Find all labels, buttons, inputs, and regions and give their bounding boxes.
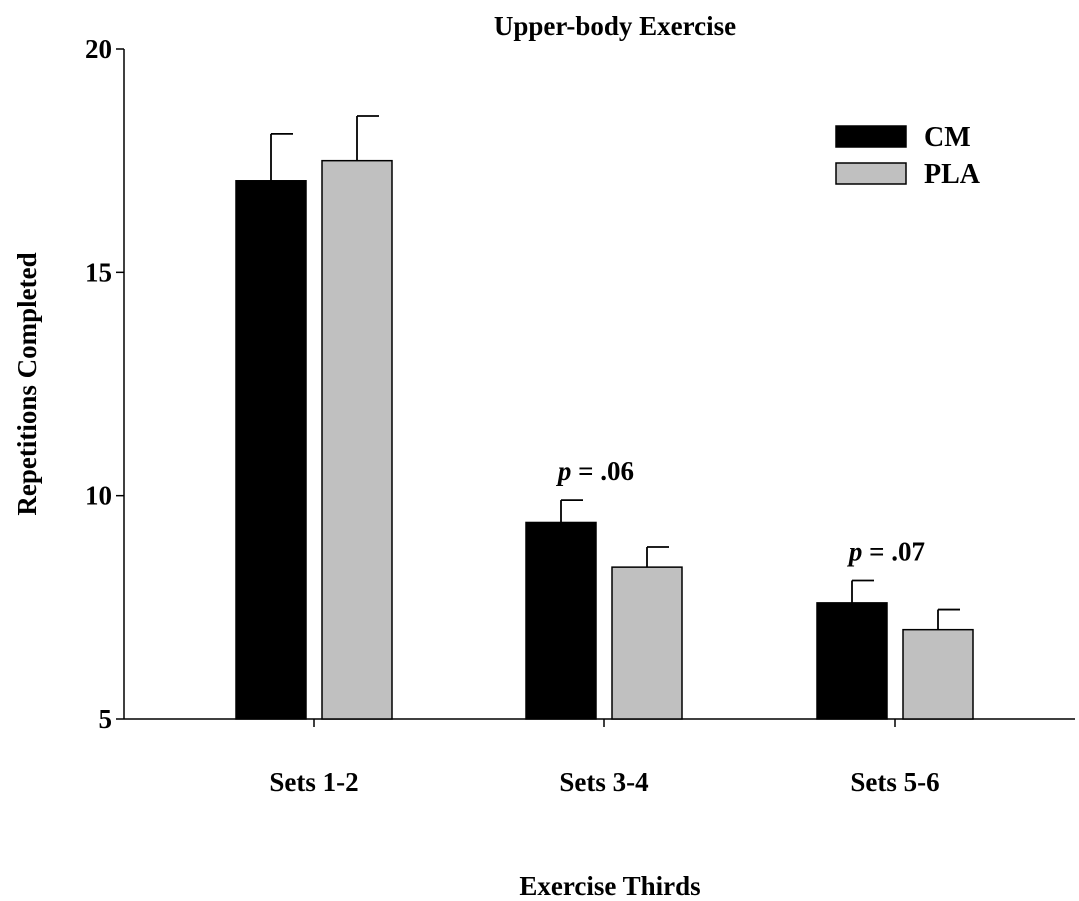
error-bars [270, 115, 960, 630]
bar-pla [902, 628, 974, 720]
chart-title: Upper-body Exercise [494, 11, 736, 41]
bar-cm [525, 521, 597, 720]
legend-swatch-pla [835, 162, 907, 185]
x-axis-label: Exercise Thirds [519, 871, 700, 901]
legend-swatch-cm [835, 125, 907, 148]
y-tick-label: 20 [85, 34, 112, 64]
y-tick-label: 10 [85, 481, 112, 511]
y-tick-label: 5 [99, 704, 113, 734]
bar-cm [816, 602, 888, 720]
p-value-annotation: p = .07 [847, 537, 925, 567]
bars [235, 159, 974, 720]
p-value-annotation: p = .06 [556, 456, 634, 486]
y-tick-label: 15 [85, 257, 112, 287]
legend-label-pla: PLA [924, 159, 981, 190]
x-tick-label: Sets 5-6 [850, 767, 939, 797]
bar-pla [321, 159, 393, 720]
bar-cm [235, 180, 307, 720]
x-tick-label: Sets 3-4 [559, 767, 648, 797]
bar-pla [611, 566, 683, 720]
y-axis-label: Repetitions Completed [12, 252, 42, 515]
legend: CM PLA [835, 122, 981, 190]
axis-ticks: 5 10 15 20 Sets 1-2 Sets 3-4 Sets 5-6 [85, 34, 940, 797]
annotations: p = .06 p = .07 [556, 456, 925, 566]
x-tick-label: Sets 1-2 [269, 767, 358, 797]
legend-label-cm: CM [924, 122, 971, 153]
